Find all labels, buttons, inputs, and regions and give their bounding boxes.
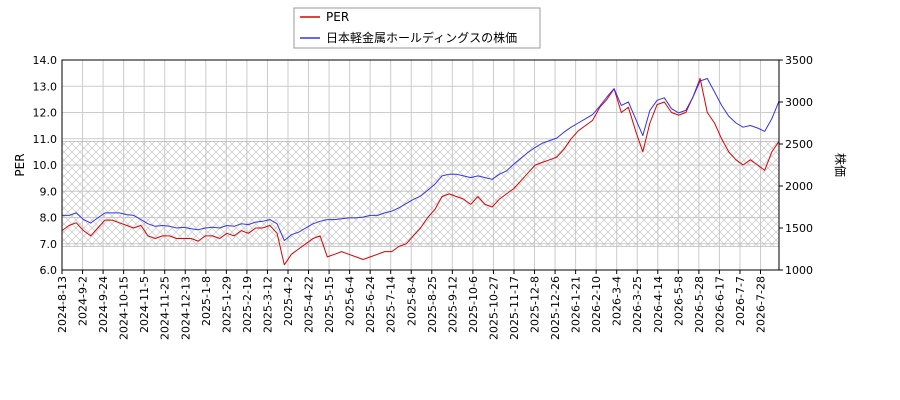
y-left-tick-label: 12.0	[33, 107, 58, 120]
y-right-tick-label: 3500	[785, 54, 813, 67]
x-tick-label: 2026-5-8	[672, 276, 685, 326]
x-tick-label: 2025-4-22	[303, 276, 316, 333]
series-line-stock-price	[62, 78, 780, 242]
x-tick-label: 2026-2-10	[590, 276, 603, 333]
x-tick-label: 2024-11-25	[159, 276, 172, 340]
plot-border	[61, 59, 780, 271]
x-tick-label: 2025-12-8	[529, 276, 542, 333]
x-tick-label: 2024-9-2	[77, 276, 90, 326]
x-tick-label: 2026-6-17	[713, 276, 726, 333]
x-tick-label: 2025-1-29	[220, 276, 233, 333]
x-tick-label: 2024-8-13	[56, 276, 69, 333]
x-tick-label: 2025-9-12	[446, 276, 459, 333]
y-right-tick-label: 2500	[785, 138, 813, 151]
x-tick-label: 2025-8-4	[405, 276, 418, 326]
x-tick-label: 2025-7-14	[385, 276, 398, 333]
x-tick-label: 2024-10-15	[118, 276, 131, 340]
x-tick-label: 2024-11-5	[138, 276, 151, 333]
x-tick-label: 2026-4-14	[652, 276, 665, 333]
y-right-tick-label: 1000	[785, 264, 813, 277]
x-tick-label: 2026-7-7	[734, 276, 747, 326]
y-axis-right-label: 株価	[833, 153, 848, 177]
x-tick-label: 2026-5-28	[693, 276, 706, 333]
y-left-tick-label: 14.0	[33, 54, 58, 67]
x-tick-label: 2026-1-21	[570, 276, 583, 333]
y-left-tick-label: 8.0	[40, 212, 58, 225]
x-tick-label: 2025-11-17	[508, 276, 521, 340]
y-left-tick-label: 9.0	[40, 185, 58, 198]
x-tick-label: 2025-6-24	[364, 276, 377, 333]
plot-frame	[61, 59, 780, 271]
y-right-tick-label: 1500	[785, 222, 813, 235]
legend-label-stock-price: 日本軽金属ホールディングスの株価	[326, 30, 517, 45]
y-left-tick-label: 10.0	[33, 159, 58, 172]
x-axis-ticks: 2024-8-13 2024-9-2 2024-9-24 2024-10-15 2024…	[56, 270, 768, 340]
x-tick-label: 2025-10-27	[487, 276, 500, 340]
legend-label-per: PER	[326, 10, 349, 24]
y-right-tick-label: 2000	[785, 180, 813, 193]
x-tick-label: 2025-2-19	[241, 276, 254, 333]
legend: PER 日本軽金属ホールディングスの株価	[293, 7, 541, 49]
x-tick-label: 2025-6-4	[344, 276, 357, 326]
x-tick-label: 2026-7-28	[755, 276, 768, 333]
y-right-tick-label: 3000	[785, 96, 813, 109]
x-tick-label: 2025-1-8	[200, 276, 213, 326]
x-tick-label: 2026-3-25	[631, 276, 644, 333]
shaded-band-rect	[61, 141, 780, 247]
y-axis-right-ticks: 1000 1500 2000 2500 3000 3500	[779, 54, 813, 277]
x-tick-label: 2026-3-4	[611, 276, 624, 326]
y-left-tick-label: 13.0	[33, 80, 58, 93]
series-lines	[61, 77, 780, 266]
y-left-tick-label: 6.0	[40, 264, 58, 277]
x-tick-label: 2025-10-6	[467, 276, 480, 333]
x-tick-label: 2025-12-26	[549, 276, 562, 340]
x-tick-label: 2024-12-13	[179, 276, 192, 340]
x-tick-label: 2024-9-24	[97, 276, 110, 333]
x-tick-label: 2025-5-15	[323, 276, 336, 333]
y-axis-left-label: PER	[13, 153, 27, 176]
y-left-tick-label: 11.0	[33, 133, 58, 146]
y-left-tick-label: 7.0	[40, 238, 58, 251]
series-line-per	[61, 77, 780, 266]
legend-box	[293, 7, 541, 49]
shaded-band	[61, 141, 780, 247]
x-tick-label: 2025-8-25	[426, 276, 439, 333]
x-tick-label: 2025-3-12	[261, 276, 274, 333]
x-tick-label: 2025-4-2	[282, 276, 295, 326]
y-axis-left-ticks: 6.0 7.0 8.0 9.0 10.0 11.0 12.0 13.0 14.0	[33, 54, 58, 277]
